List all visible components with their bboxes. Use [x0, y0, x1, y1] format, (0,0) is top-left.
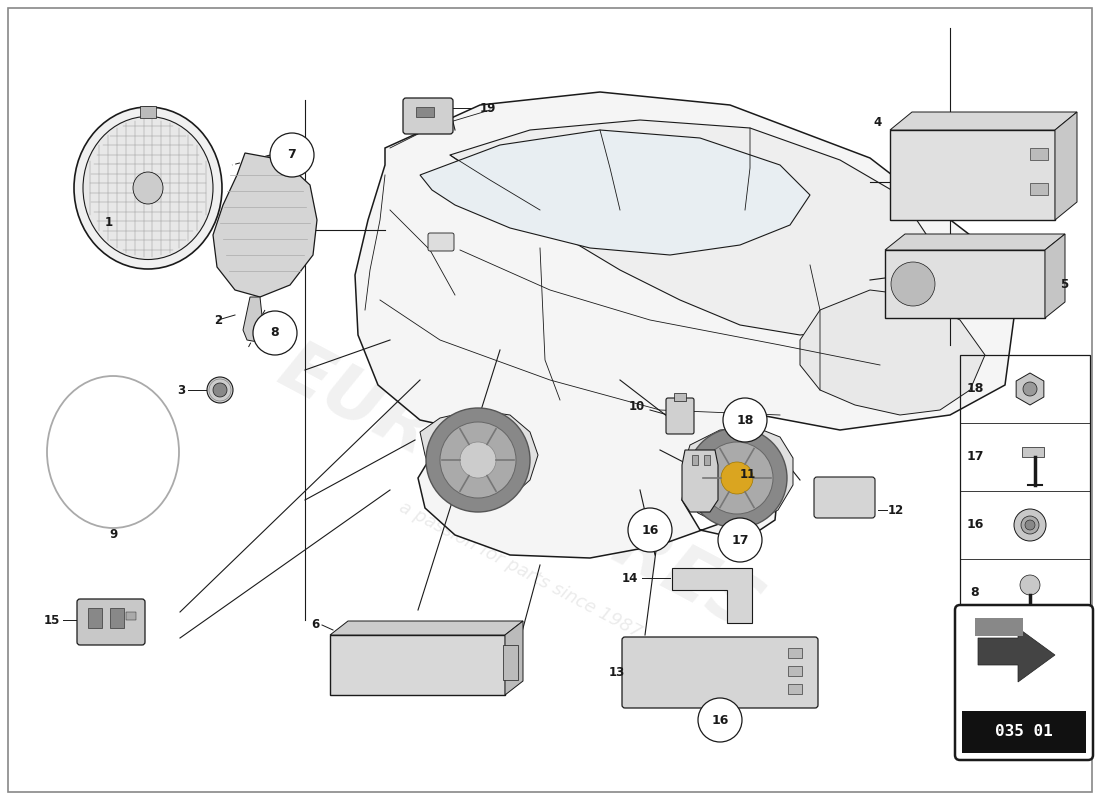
- Bar: [1022, 447, 1044, 457]
- Ellipse shape: [82, 117, 213, 259]
- Text: 3: 3: [177, 383, 185, 397]
- Circle shape: [440, 422, 516, 498]
- Text: 1: 1: [104, 215, 113, 229]
- Bar: [886, 250, 1045, 318]
- Circle shape: [698, 698, 742, 742]
- Circle shape: [628, 508, 672, 552]
- Circle shape: [1020, 575, 1040, 595]
- Circle shape: [891, 262, 935, 306]
- FancyBboxPatch shape: [403, 98, 453, 134]
- Polygon shape: [243, 297, 270, 343]
- Text: a passion for parts since 1987: a passion for parts since 1987: [396, 498, 645, 642]
- Circle shape: [701, 442, 773, 514]
- Text: 17: 17: [732, 534, 749, 546]
- Polygon shape: [800, 290, 984, 415]
- Bar: [140, 106, 156, 118]
- Bar: [704, 455, 710, 465]
- Text: 4: 4: [873, 115, 882, 129]
- Text: 5: 5: [1060, 278, 1068, 290]
- Bar: [1030, 148, 1048, 160]
- Text: 035 01: 035 01: [996, 725, 1053, 739]
- FancyBboxPatch shape: [666, 398, 694, 434]
- Text: 14: 14: [621, 571, 638, 585]
- Polygon shape: [1016, 373, 1044, 405]
- Bar: [788, 648, 802, 658]
- Text: 16: 16: [712, 714, 728, 726]
- Polygon shape: [330, 621, 522, 635]
- Text: 9: 9: [109, 529, 117, 542]
- Text: 8: 8: [970, 586, 979, 599]
- Polygon shape: [683, 427, 793, 525]
- Bar: [126, 612, 136, 620]
- Text: 17: 17: [966, 450, 983, 463]
- Ellipse shape: [74, 107, 222, 269]
- FancyBboxPatch shape: [955, 605, 1093, 760]
- Bar: [788, 666, 802, 676]
- Text: 6: 6: [311, 618, 320, 631]
- Circle shape: [723, 398, 767, 442]
- Text: 12: 12: [888, 503, 904, 517]
- Text: 7: 7: [970, 654, 979, 667]
- Bar: [110, 608, 124, 628]
- Text: 16: 16: [966, 518, 983, 531]
- Bar: [416, 107, 434, 117]
- Bar: [788, 684, 802, 694]
- Bar: [975, 618, 1023, 636]
- Circle shape: [718, 518, 762, 562]
- Polygon shape: [886, 234, 1065, 250]
- Text: 15: 15: [44, 614, 60, 626]
- Circle shape: [460, 442, 496, 478]
- Text: 2: 2: [214, 314, 222, 326]
- Polygon shape: [420, 410, 538, 505]
- Bar: [1030, 183, 1048, 195]
- FancyBboxPatch shape: [621, 637, 818, 708]
- Circle shape: [1021, 644, 1040, 662]
- Polygon shape: [355, 92, 1015, 558]
- Text: EUROSPARES: EUROSPARES: [267, 334, 773, 646]
- Bar: [503, 645, 518, 680]
- Circle shape: [1014, 509, 1046, 541]
- Circle shape: [688, 428, 786, 528]
- Circle shape: [213, 383, 227, 397]
- Text: 18: 18: [966, 382, 983, 395]
- Polygon shape: [505, 621, 522, 695]
- Circle shape: [1025, 520, 1035, 530]
- Circle shape: [1023, 382, 1037, 396]
- Bar: [88, 608, 102, 628]
- Circle shape: [207, 377, 233, 403]
- Text: 7: 7: [287, 149, 296, 162]
- Polygon shape: [672, 568, 752, 623]
- Bar: [890, 130, 1055, 220]
- Text: 16: 16: [641, 523, 659, 537]
- FancyBboxPatch shape: [814, 477, 874, 518]
- Polygon shape: [213, 153, 317, 297]
- Bar: [674, 393, 686, 401]
- Circle shape: [1021, 516, 1040, 534]
- Bar: [962, 711, 1086, 753]
- Bar: [692, 455, 698, 465]
- Polygon shape: [1045, 234, 1065, 318]
- Circle shape: [253, 311, 297, 355]
- Polygon shape: [978, 628, 1055, 682]
- Polygon shape: [682, 450, 718, 512]
- Polygon shape: [420, 130, 810, 255]
- Circle shape: [270, 133, 314, 177]
- Bar: [330, 635, 505, 695]
- Text: 11: 11: [740, 469, 757, 482]
- Ellipse shape: [133, 172, 163, 204]
- Text: 8: 8: [271, 326, 279, 339]
- Text: 13: 13: [608, 666, 625, 678]
- Text: 19: 19: [480, 102, 496, 114]
- Polygon shape: [1055, 112, 1077, 220]
- Circle shape: [720, 462, 754, 494]
- Bar: [960, 355, 1090, 695]
- Polygon shape: [450, 120, 930, 335]
- Text: 18: 18: [736, 414, 754, 426]
- Text: 10: 10: [629, 401, 645, 414]
- Circle shape: [426, 408, 530, 512]
- FancyBboxPatch shape: [428, 233, 454, 251]
- Polygon shape: [890, 112, 1077, 130]
- FancyBboxPatch shape: [77, 599, 145, 645]
